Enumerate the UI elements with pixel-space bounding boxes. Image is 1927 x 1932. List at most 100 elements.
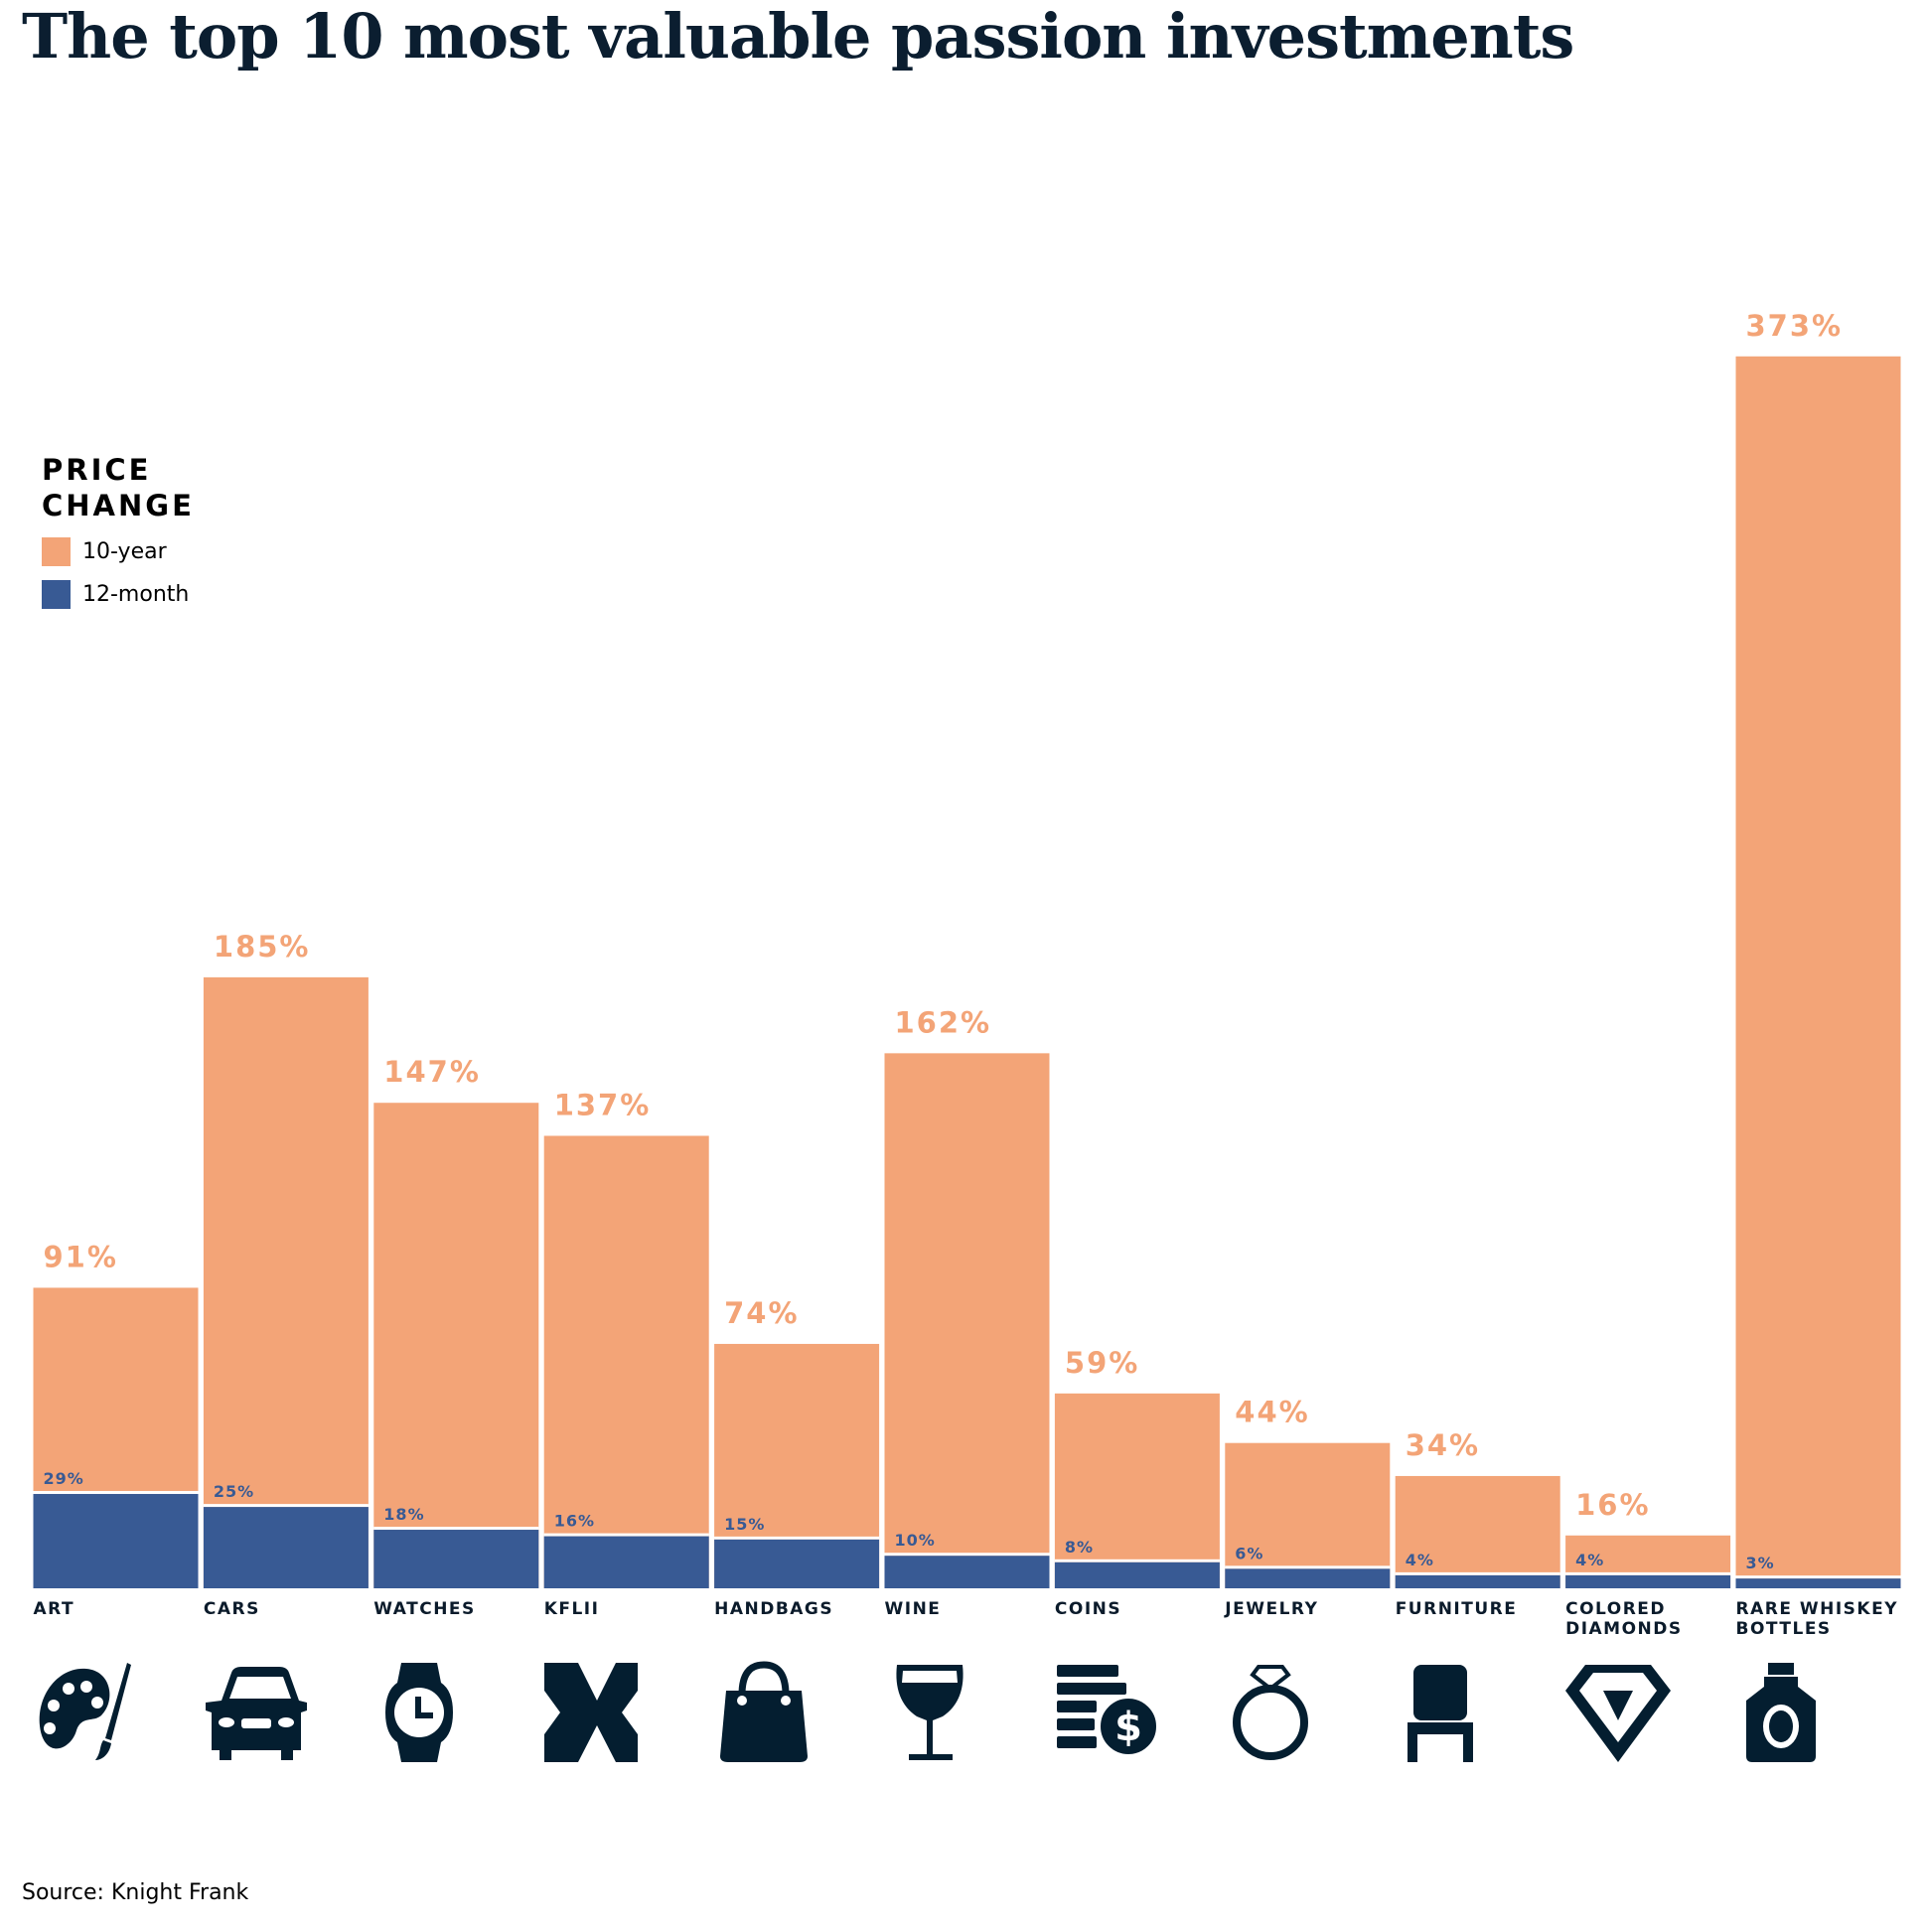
label-10-year: 16% (1575, 1488, 1650, 1522)
wine-glass-icon (895, 1665, 964, 1760)
kflii-icon (543, 1663, 638, 1762)
legend-swatch-12-month (42, 580, 71, 609)
legend-item-10-year: 10-year (42, 537, 195, 566)
bar-separator (203, 1504, 369, 1508)
label-12-month: 3% (1746, 1554, 1775, 1572)
category-label: ART (34, 1599, 75, 1619)
category-label-line: BOTTLES (1735, 1619, 1832, 1639)
bar-12-month (33, 1494, 199, 1588)
chair-icon (1407, 1665, 1473, 1762)
watch-icon (385, 1663, 454, 1762)
category-label-line: CARS (203, 1599, 260, 1619)
bar-12-month (203, 1507, 369, 1588)
label-12-month: 4% (1575, 1551, 1604, 1569)
category-label-line: ART (33, 1599, 75, 1619)
label-10-year: 74% (724, 1296, 799, 1330)
bar-separator (1735, 1575, 1901, 1579)
category-label-line: DIAMONDS (1565, 1619, 1683, 1639)
label-12-month: 4% (1406, 1551, 1434, 1569)
bar-10-year (203, 976, 369, 1588)
label-10-year: 59% (1065, 1346, 1139, 1380)
svg-text:$: $ (1114, 1705, 1142, 1750)
bar-10-year (1735, 356, 1901, 1588)
category-label: RARE WHISKEY BOTTLES (1736, 1599, 1899, 1639)
palette-icon (39, 1663, 131, 1760)
bar-10-year (884, 1053, 1050, 1588)
chart-title: The top 10 most valuable passion investm… (22, 0, 1574, 73)
label-12-month: 15% (724, 1515, 765, 1534)
label-10-year: 137% (554, 1088, 652, 1121)
bar-12-month (543, 1536, 709, 1588)
label-10-year: 91% (44, 1240, 118, 1273)
label-10-year: 162% (895, 1005, 992, 1039)
legend-label: 10-year (82, 539, 167, 564)
legend: PRICE CHANGE 10-year 12-month (42, 452, 195, 609)
category-label-line: HANDBAGS (714, 1599, 834, 1619)
label-10-year: 44% (1235, 1396, 1309, 1429)
category-label-line: COINS (1054, 1599, 1122, 1619)
bar-separator (714, 1536, 880, 1540)
label-10-year: 373% (1746, 309, 1844, 343)
handbag-icon (720, 1661, 809, 1762)
category-label: KFLII (544, 1599, 600, 1619)
category-label-line: FURNITURE (1395, 1599, 1518, 1619)
bar-12-month (714, 1539, 880, 1588)
label-12-month: 10% (895, 1531, 936, 1550)
source-note: Source: Knight Frank (22, 1880, 249, 1905)
category-label: WATCHES (373, 1599, 475, 1619)
bar-12-month (373, 1530, 539, 1588)
coins-icon: $ (1056, 1665, 1160, 1758)
bar-10-year (543, 1135, 709, 1588)
category-label-line: WINE (884, 1599, 942, 1619)
legend-item-12-month: 12-month (42, 580, 195, 609)
category-label-line: JEWELRY (1225, 1599, 1319, 1619)
car-icon (205, 1667, 307, 1760)
bar-10-year (1395, 1475, 1560, 1588)
bar-12-month (1054, 1561, 1220, 1588)
whiskey-bottle-icon (1745, 1663, 1816, 1762)
legend-title-line2: CHANGE (42, 489, 195, 522)
label-12-month: 25% (214, 1482, 254, 1501)
bar-separator (373, 1527, 539, 1531)
bar-10-year (373, 1103, 539, 1588)
diamond-icon (1565, 1665, 1672, 1762)
bar-separator (1054, 1559, 1220, 1562)
bar-separator (1565, 1571, 1731, 1575)
category-label: WINE (885, 1599, 942, 1619)
legend-title-line1: PRICE (42, 453, 152, 487)
category-label: CARS (204, 1599, 260, 1619)
label-12-month: 29% (44, 1469, 84, 1488)
label-10-year: 185% (214, 930, 311, 964)
category-label: JEWELRY (1225, 1599, 1318, 1619)
bar-10-year (1054, 1393, 1220, 1588)
bar-12-month (1395, 1574, 1560, 1588)
category-label-line: WATCHES (373, 1599, 476, 1619)
category-label-line: COLORED (1565, 1599, 1667, 1619)
legend-swatch-10-year (42, 537, 71, 566)
bar-separator (33, 1491, 199, 1495)
bar-12-month (1735, 1578, 1901, 1588)
bar-separator (543, 1533, 709, 1537)
bar-12-month (884, 1556, 1050, 1588)
category-label-line: KFLII (543, 1599, 600, 1619)
category-label: COLORED DIAMONDS (1565, 1599, 1683, 1639)
bar-12-month (1565, 1574, 1731, 1588)
bar-separator (1225, 1565, 1391, 1569)
label-12-month: 6% (1235, 1544, 1263, 1562)
bar-separator (884, 1553, 1050, 1557)
label-10-year: 147% (383, 1055, 481, 1089)
category-label: HANDBAGS (714, 1599, 833, 1619)
category-label: COINS (1055, 1599, 1121, 1619)
legend-label: 12-month (82, 582, 190, 607)
bar-separator (1395, 1571, 1560, 1575)
label-12-month: 16% (554, 1512, 595, 1531)
label-10-year: 34% (1406, 1428, 1480, 1462)
category-label: FURNITURE (1396, 1599, 1518, 1619)
ring-icon (1233, 1665, 1309, 1760)
category-label-line: RARE WHISKEY (1735, 1599, 1899, 1619)
label-12-month: 18% (383, 1505, 424, 1524)
bar-10-year (1225, 1442, 1391, 1588)
label-12-month: 8% (1065, 1538, 1094, 1557)
bar-12-month (1225, 1568, 1391, 1588)
